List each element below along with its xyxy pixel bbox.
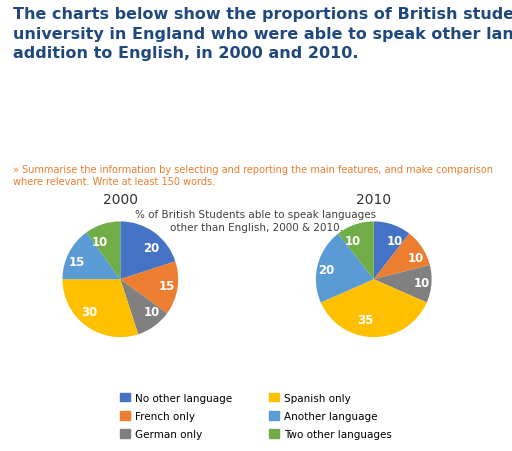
Wedge shape [321, 280, 426, 337]
Title: 2000: 2000 [103, 192, 138, 206]
Text: The charts below show the proportions of British students at one
university in E: The charts below show the proportions of… [13, 7, 512, 61]
Legend: No other language, French only, German only, Spanish only, Another language, Two: No other language, French only, German o… [116, 389, 396, 443]
Text: 10: 10 [92, 236, 108, 249]
Wedge shape [62, 280, 138, 337]
Wedge shape [62, 233, 120, 280]
Text: 20: 20 [318, 263, 334, 276]
Text: 10: 10 [387, 235, 403, 248]
Text: » Summarise the information by selecting and reporting the main features, and ma: » Summarise the information by selecting… [13, 165, 493, 187]
Wedge shape [120, 280, 167, 335]
Text: 10: 10 [414, 276, 431, 290]
Text: 20: 20 [143, 241, 160, 254]
Text: 15: 15 [69, 255, 86, 268]
Wedge shape [338, 222, 374, 280]
Text: % of British Students able to speak languages
other than English, 2000 & 2010.: % of British Students able to speak lang… [136, 210, 376, 232]
Wedge shape [374, 222, 409, 280]
Text: 10: 10 [345, 235, 360, 248]
Text: 30: 30 [81, 305, 97, 318]
Wedge shape [120, 222, 175, 280]
Wedge shape [374, 266, 432, 303]
Wedge shape [374, 234, 430, 280]
Text: 10: 10 [408, 251, 424, 264]
Wedge shape [316, 234, 374, 303]
Title: 2010: 2010 [356, 192, 391, 206]
Wedge shape [120, 262, 178, 313]
Text: 10: 10 [143, 305, 160, 318]
Text: 35: 35 [357, 313, 374, 327]
Wedge shape [87, 222, 120, 280]
Text: 15: 15 [159, 279, 176, 292]
